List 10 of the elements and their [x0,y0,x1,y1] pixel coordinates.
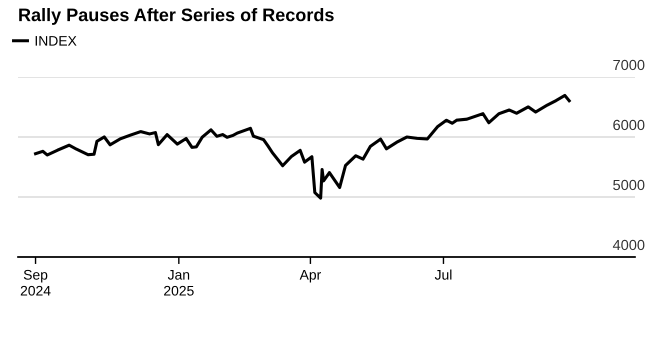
chart-title: Rally Pauses After Series of Records [19,8,334,25]
y-tick-label: 7000 [613,60,644,70]
y-tick-label: 4000 [612,240,644,250]
x-tick-label: Sep 2024 [20,270,51,296]
y-tick-label: 5000 [613,180,644,190]
x-tick-label: Jul [434,270,452,280]
legend-label: INDEX [36,36,77,46]
y-tick-label: 6000 [613,120,644,130]
x-tick-label: Apr [300,270,321,282]
x-tick-label: Jan 2025 [164,270,194,296]
